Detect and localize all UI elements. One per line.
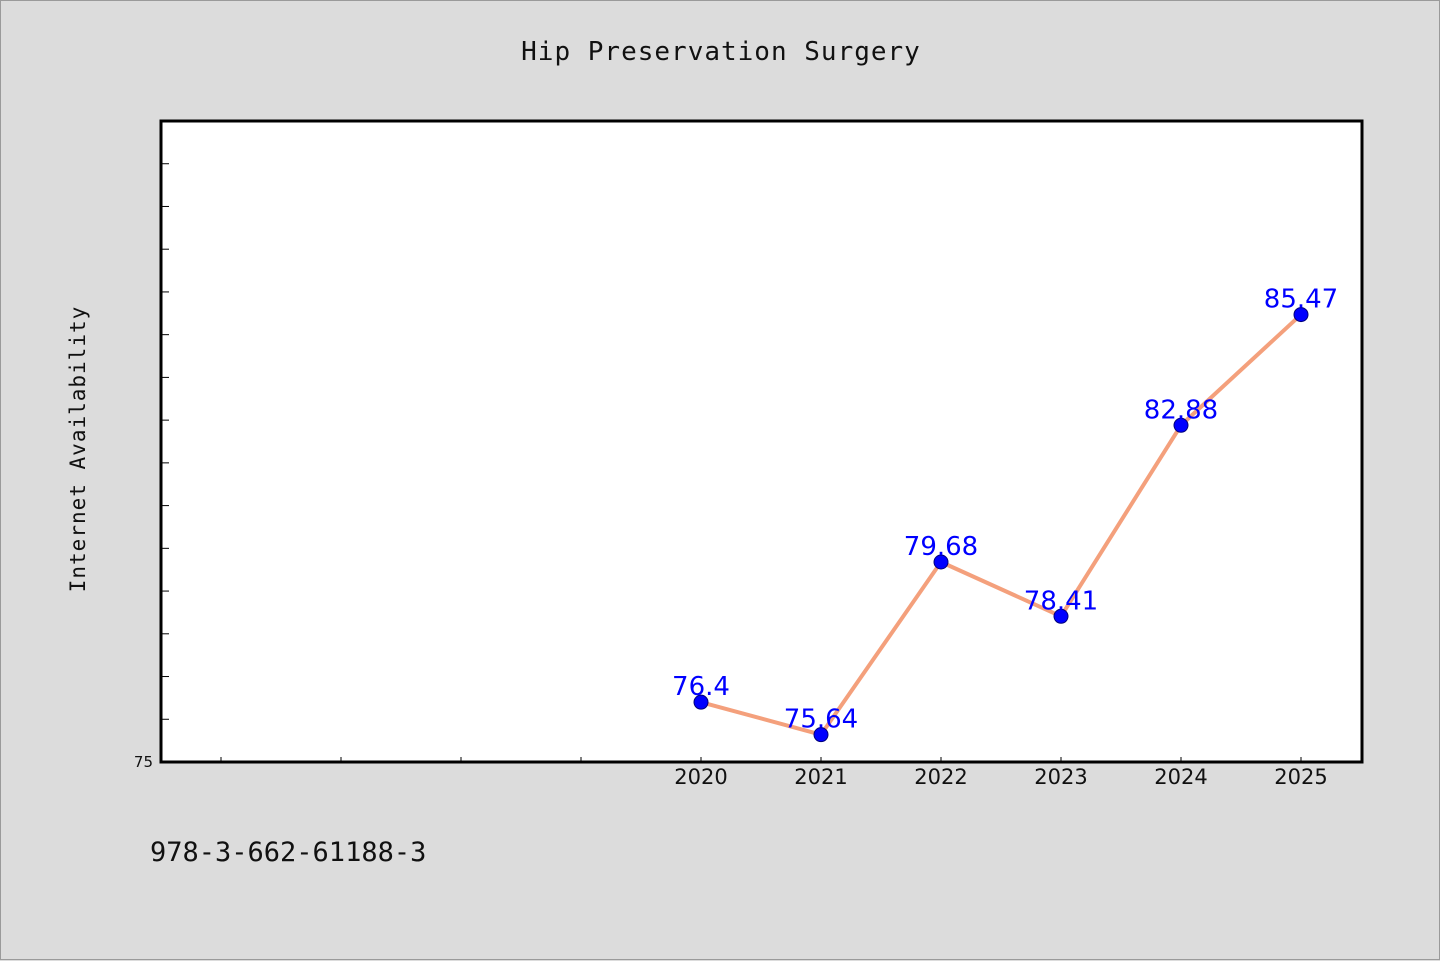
chart-title: Hip Preservation Surgery [521, 37, 921, 67]
data-label: 82.88 [1144, 395, 1218, 425]
y-tick-label: 75 [134, 753, 153, 771]
x-tick-label: 2021 [794, 765, 847, 789]
data-point [1053, 608, 1069, 624]
x-tick-label: 2024 [1154, 765, 1207, 789]
data-point [813, 727, 829, 743]
x-tick-label: 2022 [914, 765, 967, 789]
x-tick-label: 2020 [674, 765, 727, 789]
data-point [1173, 417, 1189, 433]
x-tick-label: 2023 [1034, 765, 1087, 789]
data-point [693, 694, 709, 710]
footer-code: 978-3-662-61188-3 [150, 837, 427, 868]
data-label: 76.4 [672, 672, 730, 702]
x-tick-label: 2025 [1274, 765, 1327, 789]
plot-area [159, 119, 1364, 764]
data-label: 78.41 [1024, 586, 1098, 616]
data-point [933, 554, 949, 570]
series-line [700, 313, 1303, 737]
data-label: 85.47 [1264, 285, 1338, 315]
data-label: 79.68 [904, 532, 978, 562]
data-label: 75.64 [784, 705, 858, 735]
data-point [1293, 307, 1309, 323]
